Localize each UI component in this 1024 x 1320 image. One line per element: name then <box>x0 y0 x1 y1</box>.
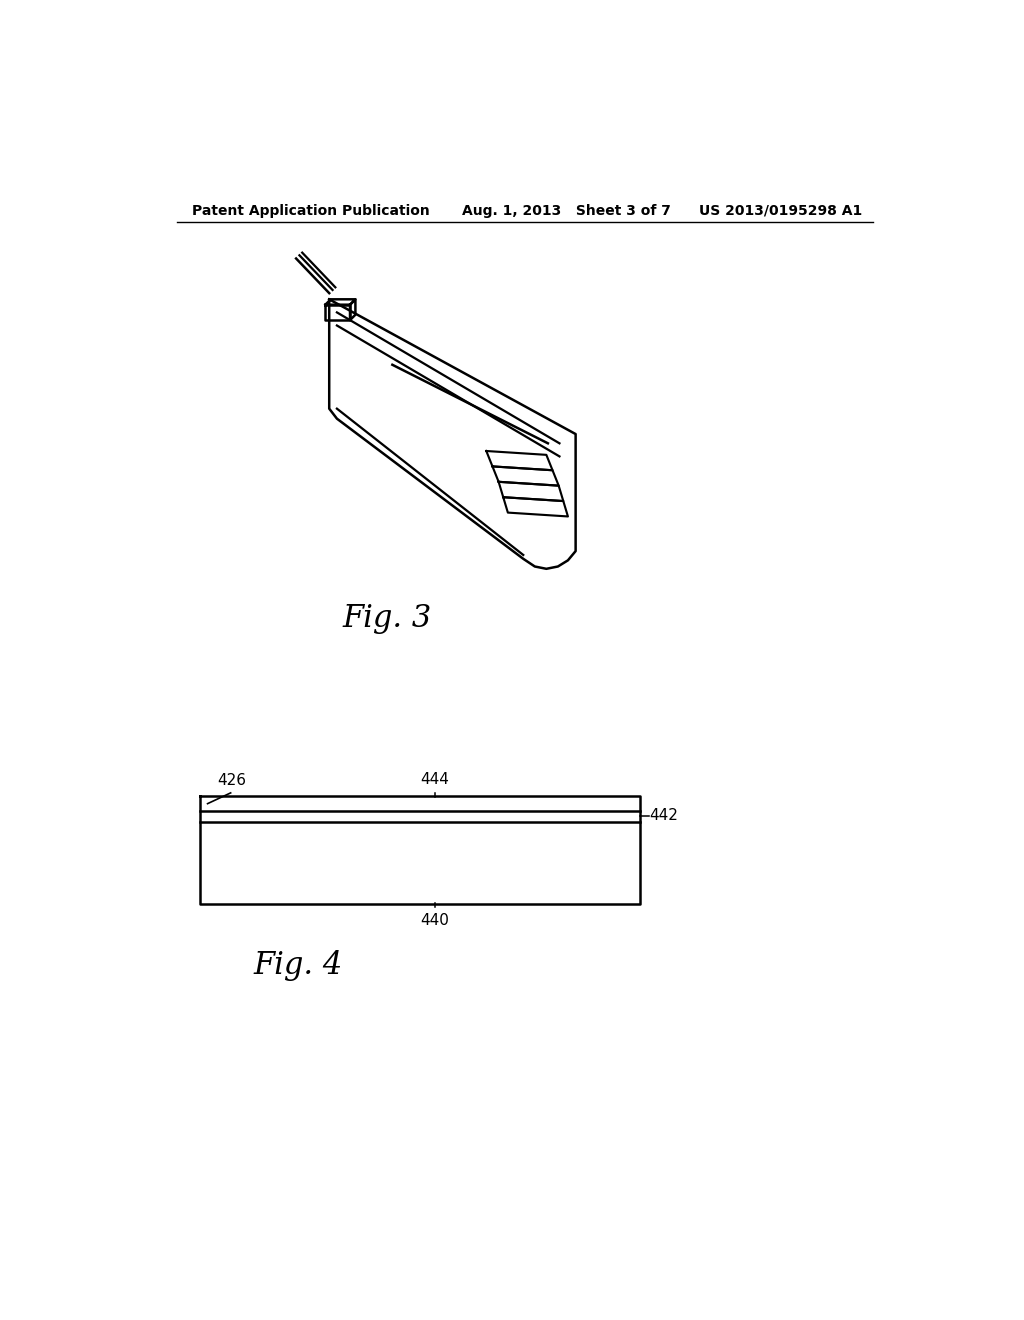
Text: 426: 426 <box>217 774 247 788</box>
Text: 442: 442 <box>649 808 679 824</box>
Text: Fig. 3: Fig. 3 <box>342 603 431 635</box>
Text: Aug. 1, 2013   Sheet 3 of 7: Aug. 1, 2013 Sheet 3 of 7 <box>462 203 671 218</box>
Text: 444: 444 <box>420 772 450 787</box>
Text: Patent Application Publication: Patent Application Publication <box>193 203 430 218</box>
Text: Fig. 4: Fig. 4 <box>254 950 343 981</box>
Text: US 2013/0195298 A1: US 2013/0195298 A1 <box>698 203 862 218</box>
Text: 440: 440 <box>420 913 450 928</box>
